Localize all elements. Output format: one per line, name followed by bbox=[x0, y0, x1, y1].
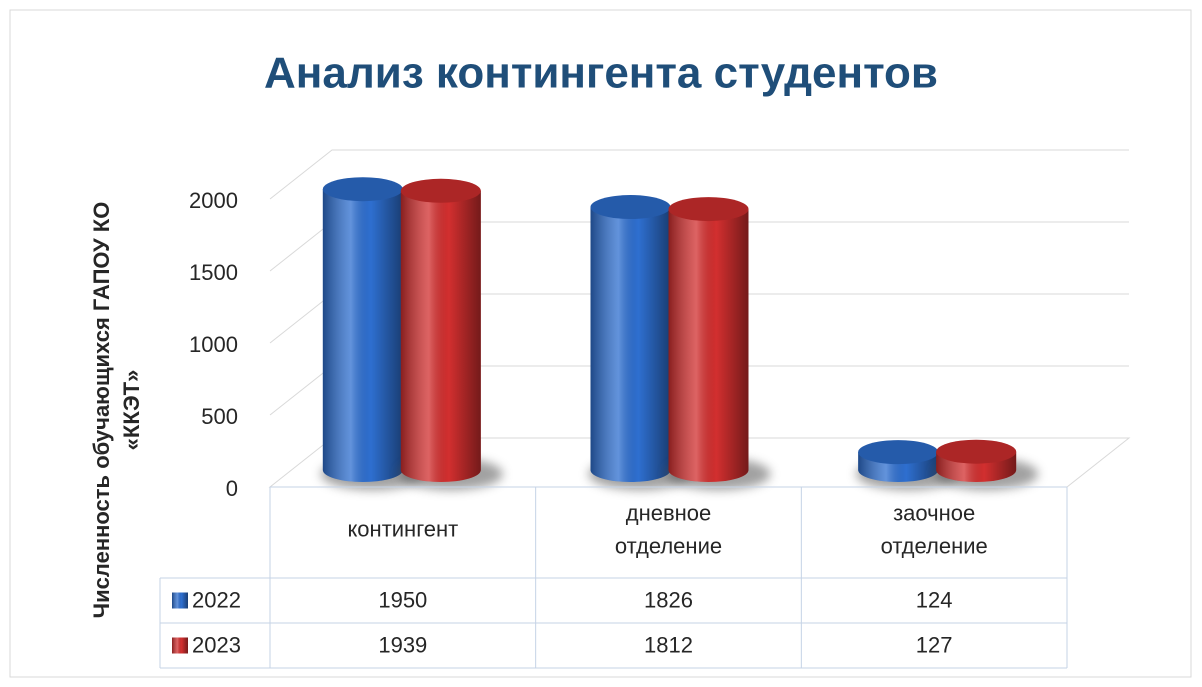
x-tick-label: контингент bbox=[347, 516, 458, 541]
chart-title: Анализ контингента студентов bbox=[264, 49, 938, 98]
y-tick-label: 0 bbox=[226, 476, 238, 501]
bar-top bbox=[858, 440, 939, 465]
x-tick-label: дневное отделение bbox=[615, 500, 722, 558]
bar-top bbox=[400, 178, 481, 203]
bar-top-shade bbox=[400, 178, 481, 203]
table-value: 1950 bbox=[378, 587, 427, 612]
bar-shade bbox=[668, 209, 749, 482]
table-value: 1939 bbox=[378, 632, 427, 657]
y-tick-label: 500 bbox=[201, 404, 238, 429]
y-tick-label: 1000 bbox=[189, 332, 238, 357]
bar-top-shade bbox=[858, 440, 939, 465]
y-tick-label: 2000 bbox=[189, 188, 238, 213]
bar-top bbox=[668, 197, 749, 222]
bar-shade bbox=[400, 190, 481, 482]
legend-label: 2022 bbox=[192, 587, 241, 612]
grid-line bbox=[269, 149, 1129, 200]
legend-swatch-shade bbox=[172, 637, 188, 654]
table-value: 1812 bbox=[644, 632, 693, 657]
x-tick-label: заочное отделение bbox=[881, 500, 988, 558]
y-axis-label: Численность обучающихся ГАПОУ КО «ККЭТ» bbox=[89, 202, 144, 619]
bar-top-shade bbox=[322, 177, 403, 202]
bar-top-shade bbox=[936, 439, 1017, 464]
table-value: 127 bbox=[916, 632, 953, 657]
bar-shade bbox=[590, 207, 671, 482]
legend-label: 2023 bbox=[192, 632, 241, 657]
bar-top-shade bbox=[668, 197, 749, 222]
bar-top bbox=[590, 195, 671, 220]
bar-top bbox=[936, 439, 1017, 464]
legend-swatch-shade bbox=[172, 592, 188, 609]
table-value: 1826 bbox=[644, 587, 693, 612]
bar-top bbox=[322, 177, 403, 202]
table-value: 124 bbox=[916, 587, 953, 612]
y-tick-label: 1500 bbox=[189, 260, 238, 285]
bar-top-shade bbox=[590, 195, 671, 220]
bar-shade bbox=[322, 189, 403, 482]
